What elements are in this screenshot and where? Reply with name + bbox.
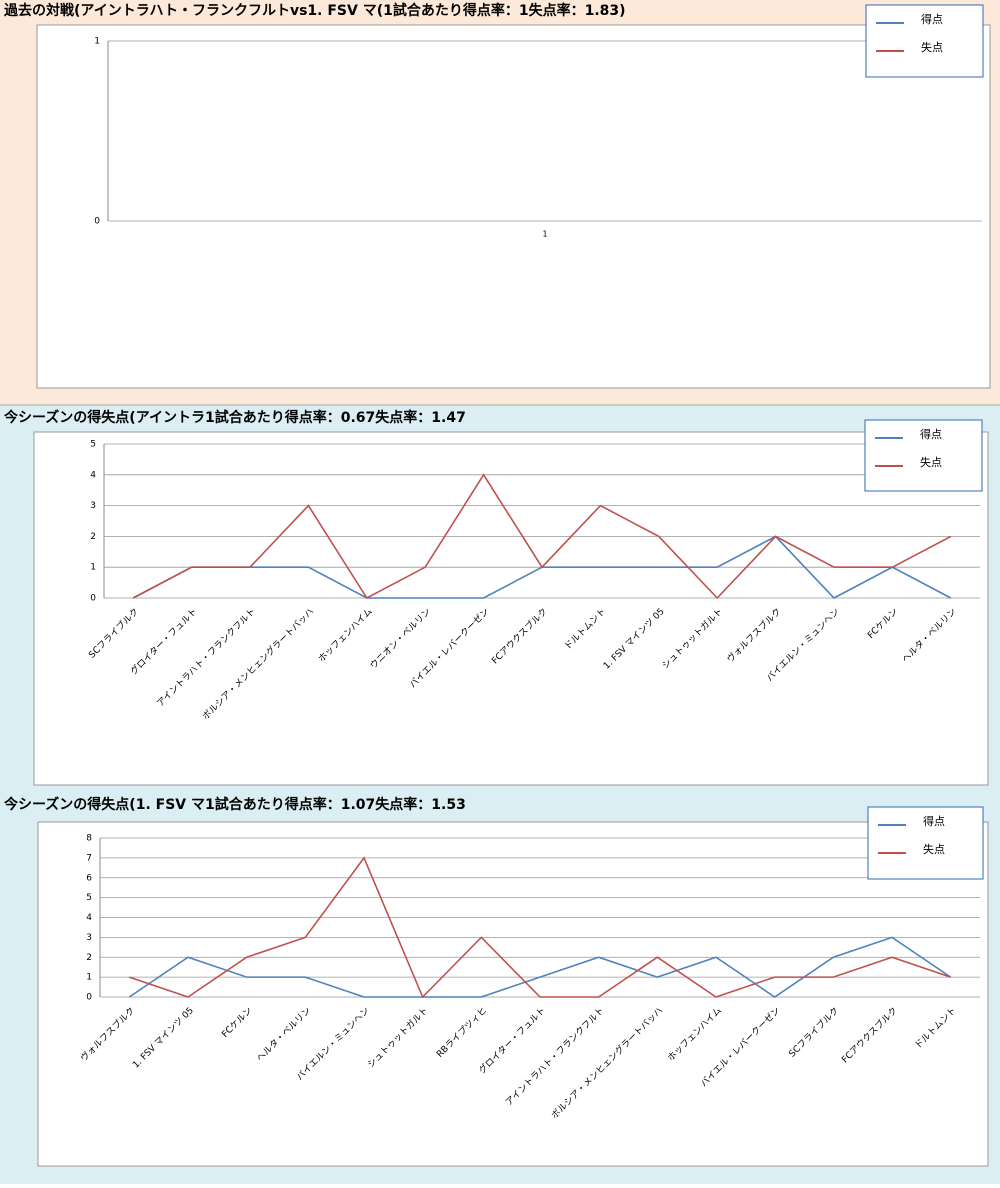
- y-tick-label: 7: [86, 853, 92, 863]
- y-tick-label: 5: [90, 440, 96, 450]
- chart-box: [37, 821, 989, 1167]
- y-tick-label: 8: [86, 834, 92, 844]
- y-tick-label: 2: [90, 532, 96, 542]
- legend-label: 失点: [923, 843, 945, 856]
- legend-label: 得点: [921, 13, 943, 26]
- chart-box: [33, 431, 989, 786]
- legend-box: [867, 806, 984, 880]
- chart-title: 今シーズンの得失点(1. FSV マ1試合あたり得点率：1.07失点率：1.53: [3, 796, 466, 813]
- legend-box: [864, 419, 983, 492]
- y-tick-label: 4: [90, 470, 96, 480]
- x-tick-label: 1: [542, 230, 547, 239]
- legend-label: 得点: [920, 428, 942, 441]
- y-tick-label: 5: [86, 893, 92, 903]
- series-line: [128, 936, 952, 998]
- y-tick-label: 0: [86, 993, 92, 1003]
- y-tick-label: 4: [86, 913, 92, 923]
- series-line: [132, 473, 952, 600]
- y-tick-label: 0: [94, 217, 100, 227]
- legend-label: 得点: [923, 815, 945, 828]
- series-line: [129, 856, 951, 999]
- y-tick-label: 1: [86, 973, 92, 983]
- y-tick-label: 1: [90, 563, 96, 573]
- legend-box: [865, 4, 984, 78]
- y-tick-label: 3: [90, 501, 96, 511]
- y-tick-label: 1: [94, 37, 100, 47]
- y-tick-label: 0: [90, 594, 96, 604]
- y-tick-label: 3: [86, 933, 92, 943]
- y-tick-label: 6: [86, 873, 92, 883]
- legend-label: 失点: [921, 41, 943, 54]
- chart-title: 過去の対戦(アイントラハト・フランクフルトvs1. FSV マ(1試合あたり得点…: [3, 2, 626, 19]
- chart-title: 今シーズンの得失点(アイントラ1試合あたり得点率：0.67失点率：1.47: [3, 409, 466, 426]
- chart-box: [36, 24, 991, 389]
- legend-label: 失点: [920, 456, 942, 469]
- y-tick-label: 2: [86, 953, 92, 963]
